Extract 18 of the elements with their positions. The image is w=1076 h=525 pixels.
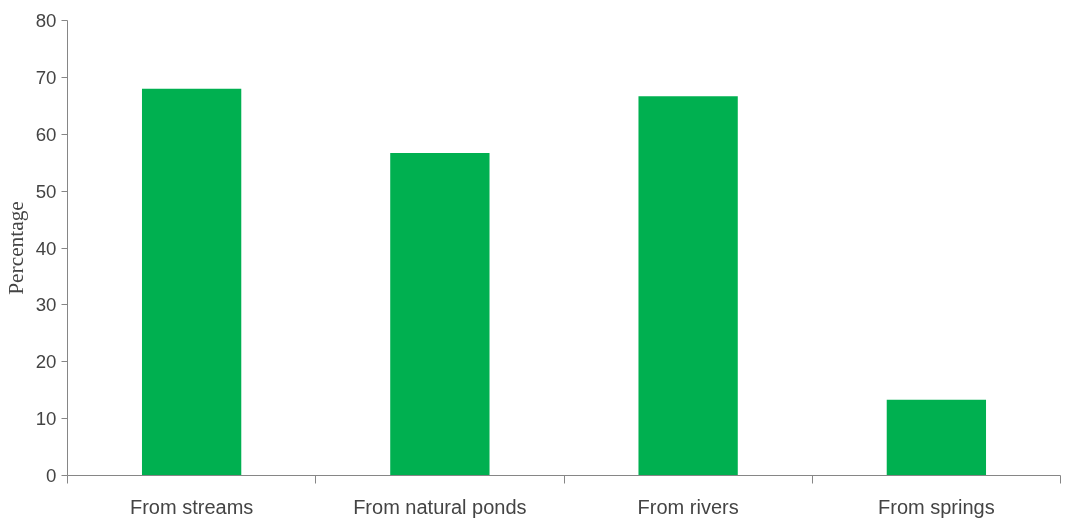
bar xyxy=(390,153,490,476)
bar xyxy=(141,88,242,476)
y-tick-label: 50 xyxy=(35,180,57,202)
y-axis-title: Percentage xyxy=(3,201,28,295)
y-tick-label: 80 xyxy=(35,10,57,31)
y-tick-label: 20 xyxy=(35,351,57,373)
x-tick-label: From springs xyxy=(878,495,995,518)
y-tick-label: 60 xyxy=(35,123,57,145)
x-tick-label: From rivers xyxy=(637,495,739,518)
y-tick-label: 40 xyxy=(35,237,57,259)
x-tick-label: From natural ponds xyxy=(353,495,527,518)
bar xyxy=(886,399,987,476)
bar xyxy=(638,96,738,476)
y-tick-label: 10 xyxy=(35,408,57,430)
y-tick-label: 70 xyxy=(35,66,57,88)
y-tick-label: 30 xyxy=(35,294,57,316)
x-tick-label: From streams xyxy=(129,495,254,518)
y-tick-label: 0 xyxy=(46,465,57,486)
